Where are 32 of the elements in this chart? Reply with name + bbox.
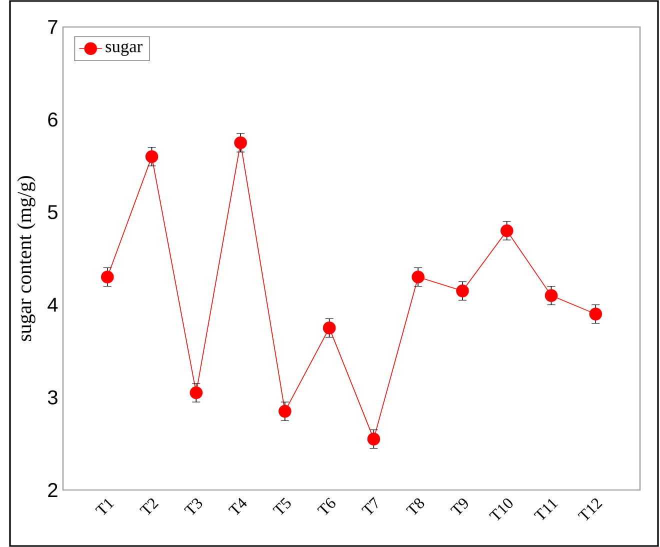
x-tick-label: T6 <box>317 498 336 515</box>
point <box>589 308 602 320</box>
point <box>367 432 380 446</box>
x-tick-label: T2 <box>140 498 159 515</box>
x-tick-label: T4 <box>228 498 247 515</box>
point <box>322 322 336 334</box>
x-tick-label: T1 <box>95 498 114 515</box>
x-tick-label: T9 <box>450 498 468 515</box>
x-tick-label: T12 <box>578 498 602 521</box>
x-tick-label: T5 <box>272 498 291 515</box>
point <box>145 150 158 164</box>
point <box>500 224 514 238</box>
point <box>456 284 469 298</box>
y-tick-label: 5 <box>48 205 58 220</box>
point <box>412 270 424 284</box>
x-tick-label: T8 <box>406 498 424 516</box>
y-tick-label: 6 <box>48 112 58 127</box>
x-tick-label: T11 <box>534 498 558 520</box>
x-tick-label: T7 <box>361 496 378 515</box>
point <box>234 136 247 150</box>
point <box>190 386 203 400</box>
x-tick-label: T3 <box>184 498 202 515</box>
y-tick-label: 7 <box>48 20 58 34</box>
legend-label: sugar <box>106 43 142 56</box>
point <box>278 404 292 418</box>
point <box>544 289 558 302</box>
point <box>100 270 114 284</box>
x-tick-label: T10 <box>488 498 513 521</box>
y-axis-title: sugar content (mg/g) <box>17 176 36 341</box>
y-tick-label: 2 <box>48 483 58 497</box>
y-tick-label: 3 <box>48 390 58 404</box>
y-tick-label: 4 <box>48 298 58 312</box>
